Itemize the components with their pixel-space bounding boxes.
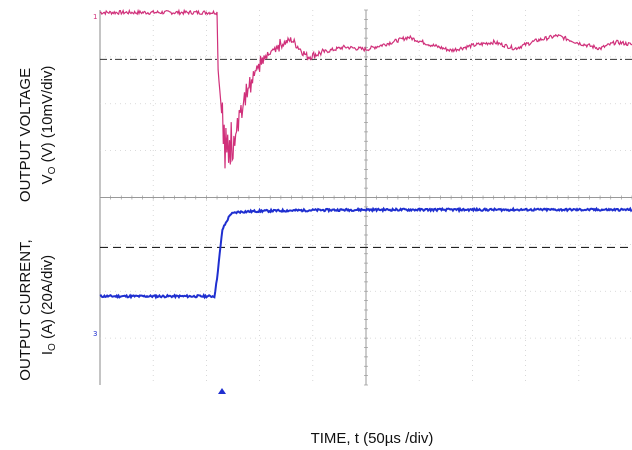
voltage-ylabel-line2: VO (V) (10mV/div) <box>39 66 58 185</box>
grid <box>99 9 632 386</box>
current-ylabel-line2: IO (A) (20A/div) <box>39 255 58 355</box>
current-ylabel-line1: OUTPUT CURRENT, <box>17 239 34 380</box>
voltage-trace <box>99 8 632 169</box>
channel-1-marker: 1 <box>93 13 97 21</box>
trigger-marker <box>218 388 226 394</box>
current-trace <box>99 206 632 300</box>
voltage-ylabel-line1: OUTPUT VOLTAGE <box>17 68 34 202</box>
x-axis-label: TIME, t (50µs /div) <box>311 430 434 447</box>
channel-3-marker: 3 <box>93 330 97 338</box>
